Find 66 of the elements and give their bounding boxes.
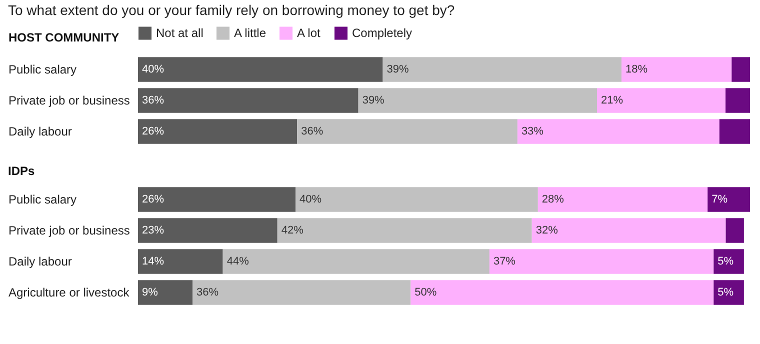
data-label: 21% — [601, 94, 624, 106]
data-label: 39% — [362, 94, 385, 106]
bar — [532, 218, 726, 243]
data-label: 36% — [196, 286, 219, 298]
bar — [719, 119, 750, 144]
bar — [138, 249, 223, 274]
bar — [192, 280, 411, 305]
bar — [714, 280, 744, 305]
bar — [138, 119, 298, 144]
data-label: 5% — [718, 256, 734, 268]
data-label: 33% — [521, 126, 544, 138]
bar — [726, 218, 744, 243]
bar — [296, 187, 538, 212]
y-tick-label: Daily labour — [8, 124, 72, 138]
y-tick-label: Private job or business — [8, 224, 130, 238]
bar — [621, 57, 732, 82]
bar — [138, 187, 296, 212]
bar — [410, 280, 714, 305]
data-label: 7% — [712, 194, 728, 206]
data-label: 50% — [414, 286, 437, 298]
data-label: 44% — [226, 256, 250, 268]
data-label: 26% — [142, 194, 164, 206]
bar — [138, 57, 383, 82]
bar — [714, 249, 744, 274]
data-label: 32% — [536, 224, 558, 236]
bar — [517, 119, 720, 144]
bar — [732, 57, 750, 82]
bar — [277, 218, 532, 243]
text: IDPs — [8, 164, 36, 178]
data-label: 42% — [281, 224, 304, 236]
data-label: 40% — [300, 194, 322, 206]
data-label: 28% — [542, 194, 564, 206]
data-label: 37% — [493, 256, 516, 268]
y-tick-label: Public salary — [8, 192, 77, 206]
data-label: 36% — [301, 126, 324, 138]
y-tick-label: Private job or business — [8, 94, 130, 108]
bar — [138, 88, 358, 113]
y-tick-label: Daily labour — [8, 254, 72, 268]
bar — [138, 218, 278, 243]
bar — [597, 88, 726, 113]
legend-label: Not at all — [156, 26, 204, 40]
chart-title: To what extent do you or your family rely on borrowing money to get by? — [8, 2, 455, 18]
data-label: 39% — [386, 64, 410, 76]
data-label: 9% — [142, 286, 158, 298]
legend-label: Completely — [352, 26, 412, 40]
chart-subtitle: HOST COMMUNITY — [8, 30, 120, 44]
data-label: 36% — [142, 94, 164, 106]
bar — [297, 119, 518, 144]
data-label: 26% — [142, 126, 164, 138]
y-tick-label: Agriculture or livestock — [8, 286, 130, 300]
y-tick-label: Public salary — [8, 62, 77, 76]
bar — [726, 88, 750, 113]
legend-label: A lot — [297, 26, 322, 40]
data-label: 23% — [142, 224, 164, 236]
data-label: 18% — [625, 64, 648, 76]
bar — [138, 280, 193, 305]
bar — [222, 249, 490, 274]
bar — [358, 88, 597, 113]
bar — [382, 57, 622, 82]
data-label: 5% — [718, 286, 734, 298]
bar — [538, 187, 708, 212]
bar — [489, 249, 714, 274]
bar — [708, 187, 750, 212]
legend-label: A little — [234, 26, 266, 40]
data-label: 14% — [142, 256, 164, 268]
data-label: 40% — [142, 64, 164, 76]
